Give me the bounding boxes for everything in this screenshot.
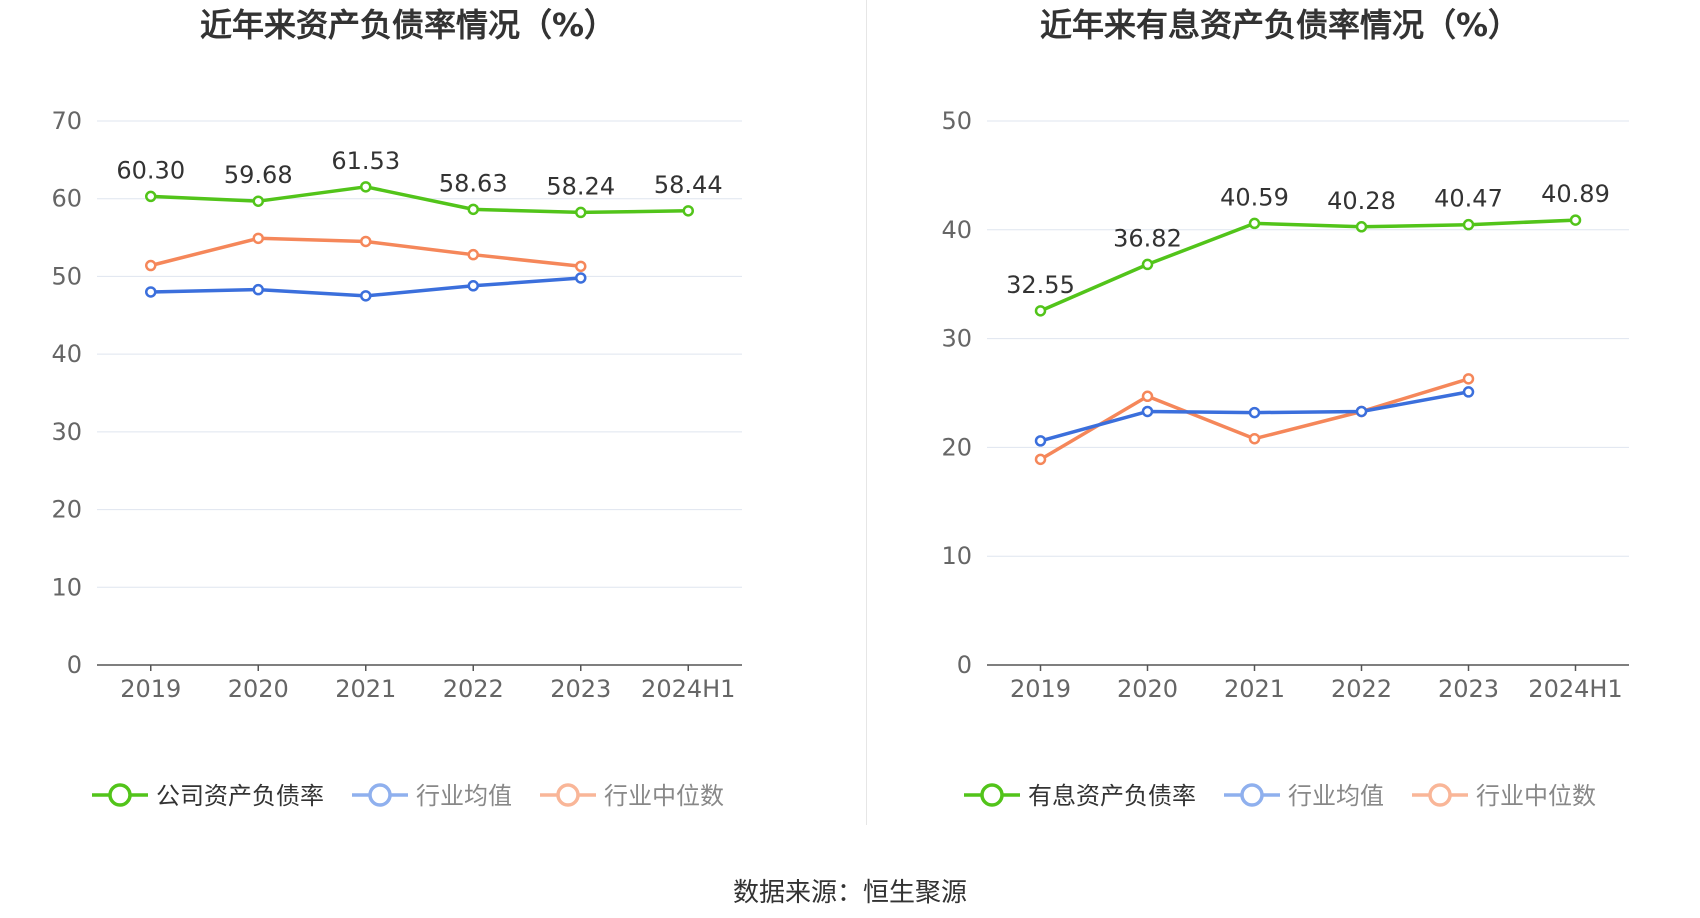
y-tick-label: 70	[51, 107, 82, 135]
legend-marker-icon	[368, 783, 392, 807]
data-point	[575, 206, 587, 219]
interest-debt-ratio-chart: 近年来有息资产负债率情况（%） 0 10 20 30 40 50 2019 2020 2021 20…	[941, 6, 1629, 810]
data-point	[252, 232, 264, 245]
y-tick-label: 30	[51, 418, 82, 446]
legend: 有息资产负债率 行业均值 行业中位数	[964, 782, 1596, 810]
legend-marker-icon	[1428, 783, 1452, 807]
chart-title: 近年来有息资产负债率情况（%）	[1040, 6, 1520, 44]
legend-marker-icon	[1240, 783, 1264, 807]
data-point	[467, 248, 479, 261]
data-label: 61.53	[331, 147, 400, 175]
data-source-note: 数据来源：恒生聚源	[732, 878, 967, 908]
legend-item: 行业中位数	[540, 782, 724, 810]
y-tick-label: 50	[941, 107, 972, 135]
x-tick-label: 2020	[1117, 675, 1178, 703]
data-point	[1141, 258, 1154, 271]
y-tick-label: 60	[51, 185, 82, 213]
data-point	[145, 190, 157, 203]
y-tick-label: 20	[51, 496, 82, 524]
y-tick-label: 40	[941, 216, 972, 244]
data-point	[1355, 221, 1368, 233]
data-point	[360, 290, 372, 302]
data-point	[1248, 217, 1261, 230]
data-point	[575, 260, 587, 273]
legend-label: 行业中位数	[604, 782, 724, 810]
data-point	[1462, 373, 1475, 385]
data-label: 40.28	[1327, 187, 1396, 215]
data-label: 40.89	[1541, 180, 1610, 208]
x-tick-label: 2023	[550, 675, 611, 703]
chart-divider	[866, 0, 867, 825]
data-point	[1248, 432, 1261, 445]
data-point	[1355, 405, 1368, 418]
data-point	[252, 283, 264, 296]
legend-item: 有息资产负债率	[964, 782, 1196, 810]
data-point	[360, 181, 372, 193]
y-tick-label: 0	[67, 651, 82, 679]
legend-label: 行业中位数	[1476, 782, 1596, 810]
data-point	[575, 272, 587, 284]
debt-ratio-chart: 近年来资产负债率情况（%） 0 10 20 30 40 50 60 70 2019 2020 2021…	[51, 6, 742, 810]
legend-marker-icon	[980, 783, 1004, 807]
data-point	[360, 235, 372, 248]
data-label: 60.30	[116, 156, 185, 184]
x-tick-label: 2024H1	[641, 675, 735, 703]
data-point	[1141, 405, 1154, 418]
data-point	[1034, 435, 1047, 447]
x-tick-label: 2019	[120, 675, 181, 703]
data-point	[1462, 386, 1475, 398]
y-tick-label: 40	[51, 340, 82, 368]
legend-item: 行业中位数	[1412, 782, 1596, 810]
y-tick-label: 30	[941, 325, 972, 353]
x-tick-label: 2021	[1224, 675, 1285, 703]
data-label: 36.82	[1113, 224, 1182, 252]
data-point	[1569, 214, 1582, 226]
data-point	[145, 259, 157, 272]
legend-item: 公司资产负债率	[92, 782, 324, 810]
data-point	[1034, 305, 1047, 317]
legend-item: 行业均值	[1224, 782, 1384, 810]
data-label: 40.59	[1220, 183, 1289, 211]
legend-label: 有息资产负债率	[1028, 782, 1196, 810]
x-tick-label: 2024H1	[1528, 675, 1622, 703]
y-tick-label: 20	[941, 433, 972, 461]
data-point	[1034, 453, 1047, 466]
data-point	[682, 205, 694, 217]
data-label: 40.47	[1434, 185, 1503, 213]
data-point	[467, 203, 479, 216]
legend-label: 行业均值	[1288, 782, 1384, 810]
x-tick-label: 2021	[335, 675, 396, 703]
data-point	[1462, 218, 1475, 231]
x-tick-label: 2019	[1010, 675, 1071, 703]
series-line	[1039, 218, 1576, 313]
x-tick-label: 2023	[1438, 675, 1499, 703]
data-point	[467, 280, 479, 292]
data-label: 58.63	[439, 169, 508, 197]
x-tick-label: 2020	[228, 675, 289, 703]
legend-label: 公司资产负债率	[156, 782, 324, 810]
y-tick-label: 0	[957, 651, 972, 679]
legend-marker-icon	[108, 783, 132, 807]
data-point	[1248, 406, 1261, 419]
y-tick-label: 10	[941, 542, 972, 570]
legend-label: 行业均值	[416, 782, 512, 810]
legend-item: 行业均值	[352, 782, 512, 810]
data-label: 58.44	[654, 171, 723, 199]
data-label: 32.55	[1006, 271, 1075, 299]
y-tick-label: 10	[51, 573, 82, 601]
data-point	[1141, 390, 1154, 403]
data-label: 59.68	[224, 161, 293, 189]
data-point	[145, 286, 157, 298]
x-tick-label: 2022	[443, 675, 504, 703]
x-tick-label: 2022	[1331, 675, 1392, 703]
chart-title: 近年来资产负债率情况（%）	[200, 6, 616, 44]
y-tick-label: 50	[51, 262, 82, 290]
legend-marker-icon	[556, 783, 580, 807]
data-label: 58.24	[546, 172, 615, 200]
legend: 公司资产负债率 行业均值 行业中位数	[92, 782, 724, 810]
series-line	[150, 185, 689, 215]
data-point	[252, 195, 264, 207]
